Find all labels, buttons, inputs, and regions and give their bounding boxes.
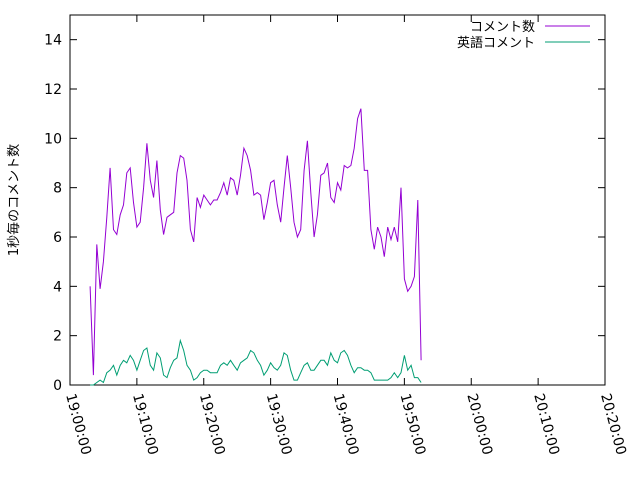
series-line-1 — [90, 338, 422, 386]
x-tick-label: 19:10:00 — [129, 392, 161, 457]
series-layer — [89, 108, 422, 386]
y-tick-label: 0 — [53, 378, 62, 394]
y-tick-label: 2 — [53, 329, 62, 345]
x-tick-label: 20:00:00 — [463, 392, 495, 457]
x-tick-label: 19:00:00 — [62, 392, 94, 457]
x-axis: 19:00:00 19:10:00 19:20:00 19:30:00 19:40:00… — [62, 15, 629, 457]
y-axis-label: 1秒毎のコメント数 — [6, 144, 22, 256]
x-tick-label: 19:30:00 — [263, 392, 295, 457]
x-tick-label: 20:10:00 — [530, 392, 562, 457]
x-tick-label: 19:50:00 — [397, 392, 429, 457]
y-axis: 0 2 4 6 8 10 12 14 — [44, 33, 605, 394]
x-tick-label: 20:20:00 — [597, 392, 629, 457]
x-tick-label: 19:20:00 — [196, 392, 228, 457]
series-line-0 — [89, 108, 422, 376]
y-tick-label: 6 — [53, 230, 62, 246]
y-tick-label: 4 — [53, 279, 62, 295]
y-tick-label: 8 — [53, 181, 62, 197]
y-tick-label: 12 — [44, 82, 62, 98]
y-tick-label: 10 — [44, 131, 62, 147]
y-tick-label: 14 — [44, 33, 62, 49]
x-tick-label: 19:40:00 — [330, 392, 362, 457]
legend-label: コメント数 — [470, 20, 535, 35]
legend-label: 英語コメント — [457, 35, 535, 51]
plot-area-frame — [69, 14, 606, 386]
